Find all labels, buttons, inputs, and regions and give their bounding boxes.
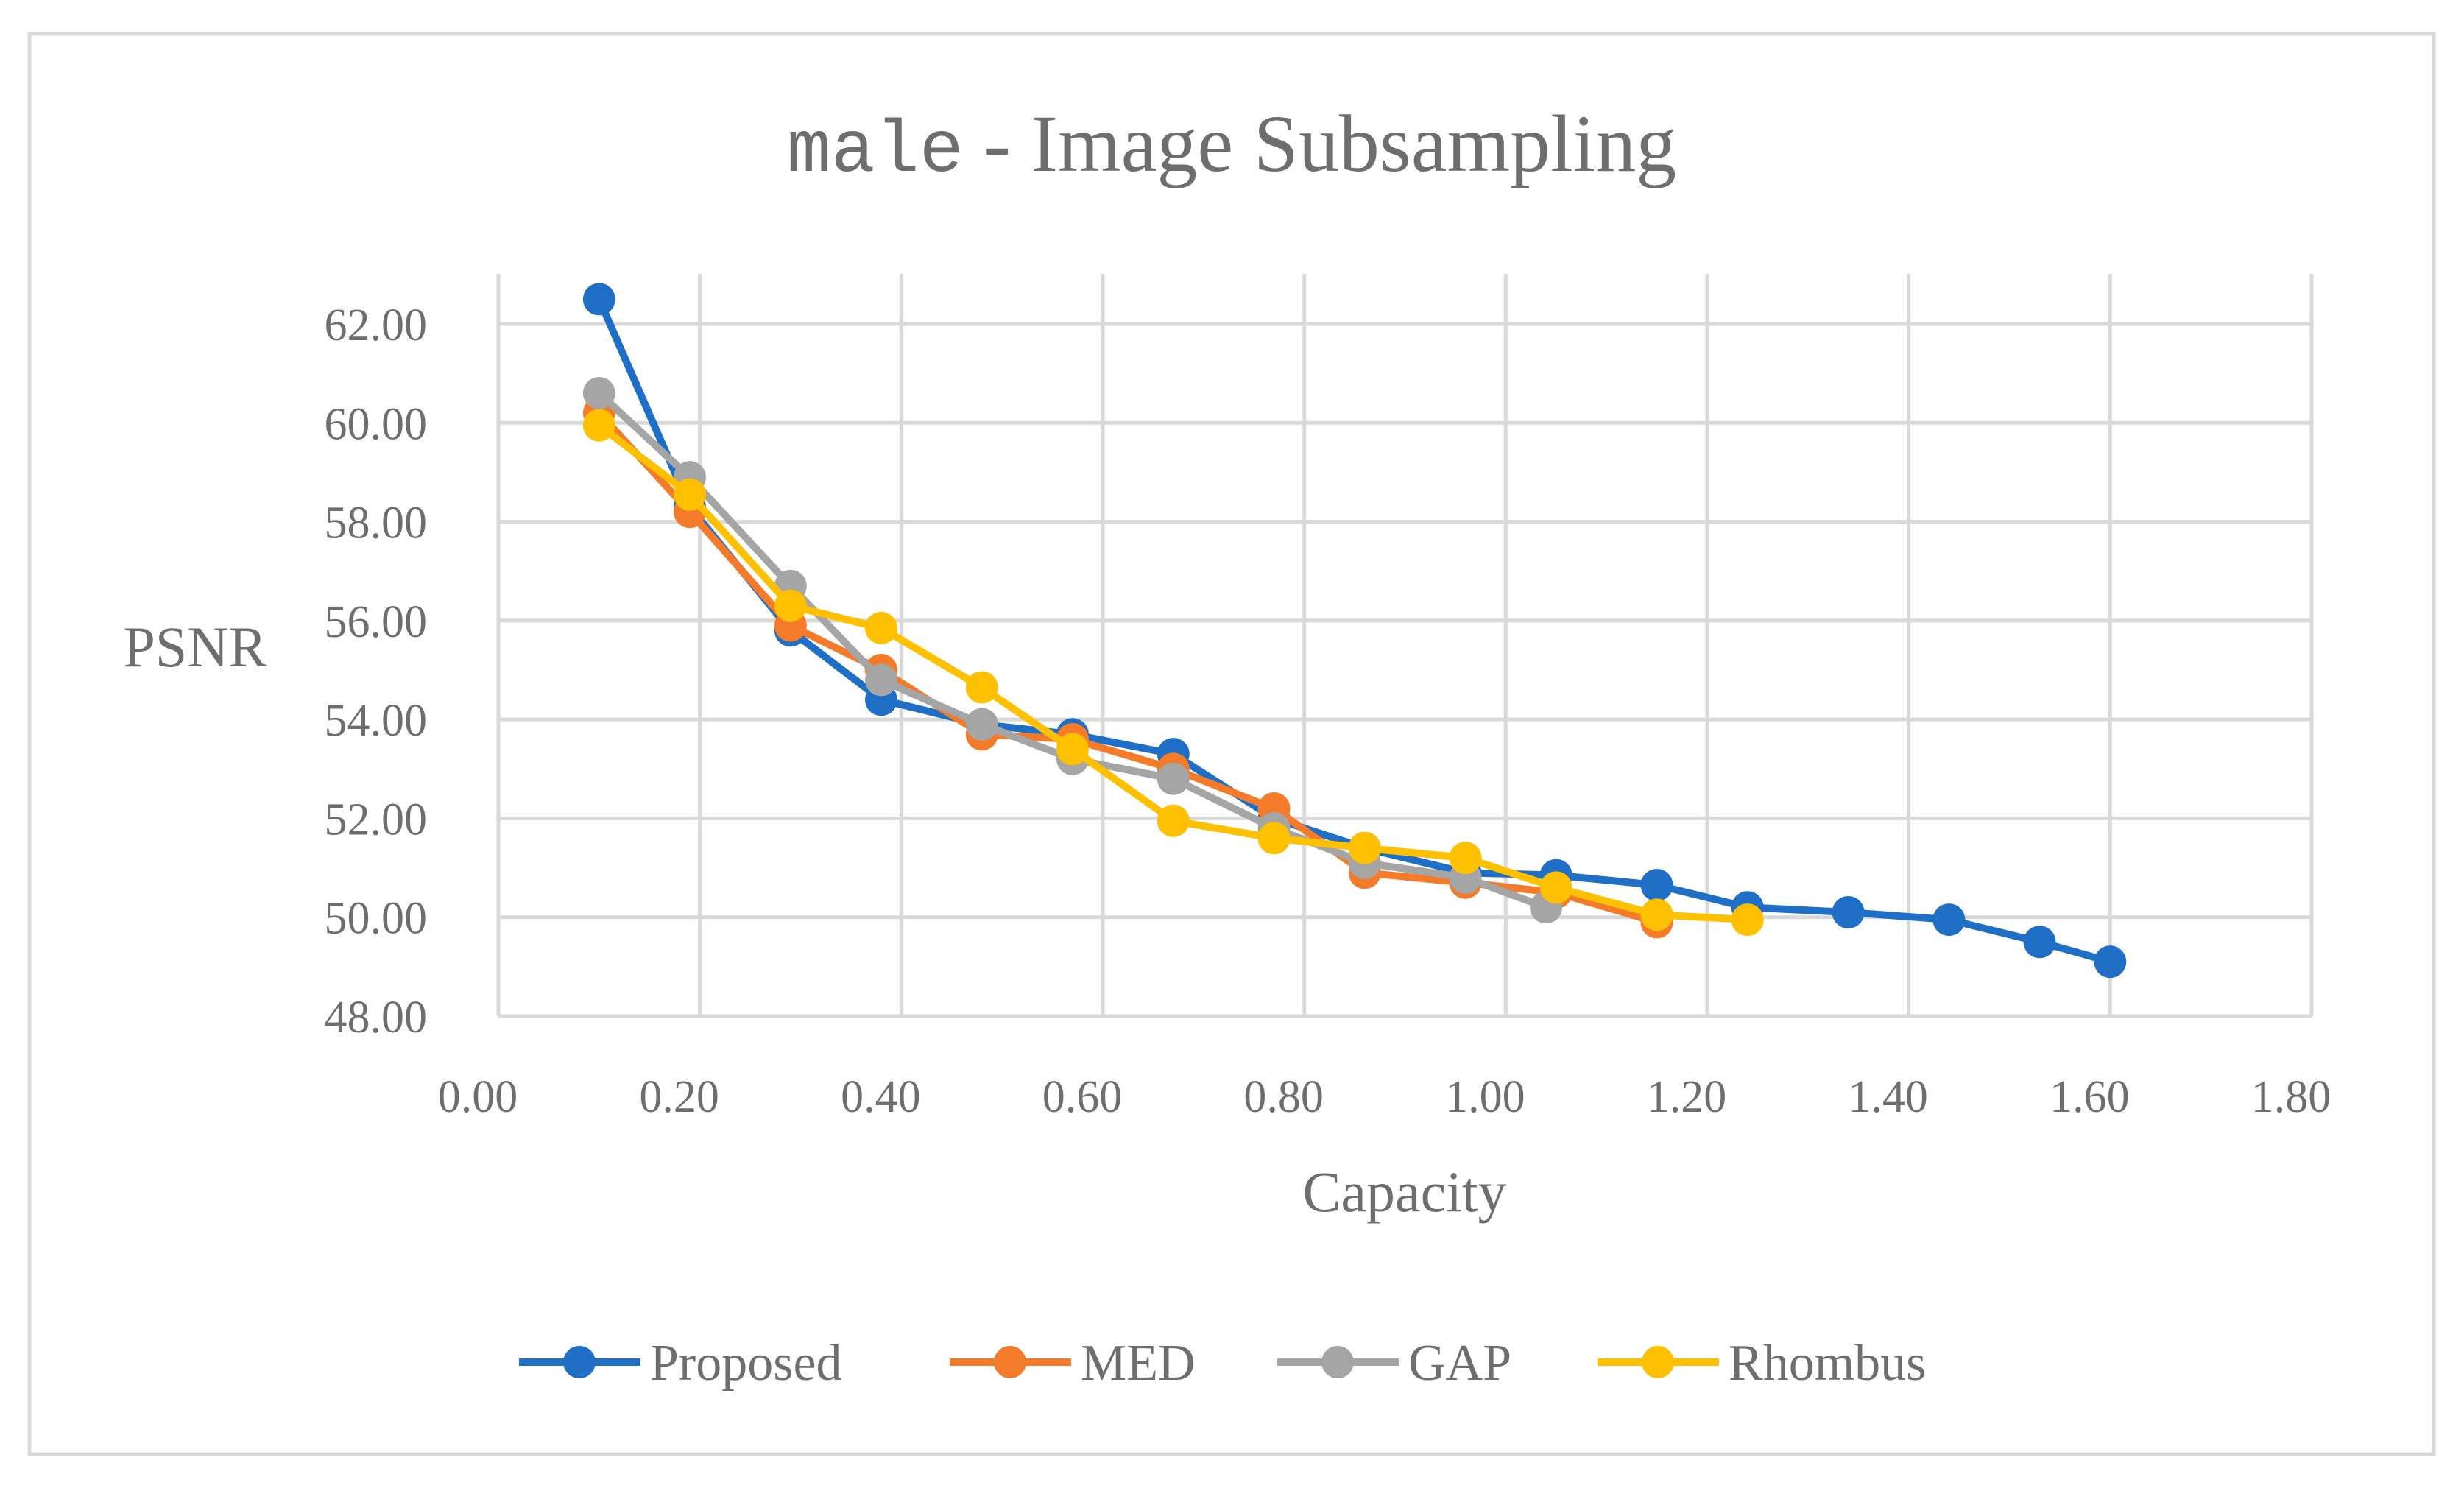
data-point: [1157, 804, 1190, 837]
y-tick-label: 58.00: [325, 498, 428, 549]
x-tick-label: 1.80: [2251, 1072, 2331, 1122]
series-rhombus: [582, 409, 1764, 937]
x-tick-label: 0.60: [1042, 1072, 1123, 1122]
data-point: [774, 589, 807, 622]
data-point: [1932, 903, 1966, 937]
data-point: [1449, 842, 1482, 875]
legend-marker: [1642, 1346, 1674, 1378]
y-axis-title: PSNR: [123, 615, 266, 679]
data-point: [1640, 869, 1673, 902]
chart-title-mono: male: [787, 110, 964, 194]
data-point: [864, 663, 897, 697]
data-point: [965, 671, 998, 704]
y-axis-ticks: 48.00 50.00 52.00 54.00 56.00 58.00 60.00 62.00: [325, 300, 428, 1043]
data-point: [1731, 903, 1764, 937]
legend-marker: [563, 1346, 596, 1378]
legend-label: Proposed: [650, 1335, 842, 1392]
data-point: [1348, 831, 1381, 864]
legend-label: Rhombus: [1729, 1335, 1926, 1392]
x-tick-label: 0.00: [438, 1072, 518, 1122]
y-tick-label: 54.00: [325, 696, 428, 746]
data-point: [2023, 926, 2056, 959]
y-tick-label: 62.00: [325, 300, 428, 350]
x-tick-label: 1.60: [2050, 1072, 2130, 1122]
x-tick-label: 1.00: [1445, 1072, 1525, 1122]
legend-marker: [1321, 1346, 1354, 1378]
chart-border: [27, 32, 2436, 1456]
series-layer: [582, 283, 2127, 979]
y-tick-label: 56.00: [325, 597, 428, 647]
y-tick-label: 60.00: [325, 399, 428, 449]
grid-horizontal: [498, 322, 2312, 1018]
data-point: [1832, 896, 1865, 928]
data-point: [1056, 733, 1089, 766]
legend: Proposed MED GAP Rhombus: [519, 1335, 1926, 1392]
legend-item-gap: GAP: [1277, 1335, 1511, 1392]
legend-label: GAP: [1408, 1335, 1511, 1392]
data-point: [864, 611, 897, 644]
data-point: [1640, 898, 1673, 931]
x-axis-ticks: 0.00 0.20 0.40 0.60 0.80 1.00 1.20 1.40 1.60 1.80: [438, 1072, 2331, 1122]
data-point: [582, 283, 615, 316]
data-point: [1539, 871, 1572, 904]
data-point: [1157, 762, 1190, 795]
legend-item-med: MED: [950, 1335, 1196, 1392]
data-point: [2094, 945, 2127, 979]
data-point: [582, 377, 615, 409]
x-tick-label: 0.80: [1243, 1072, 1324, 1122]
chart-title-rest: - Image Subsampling: [964, 99, 1676, 188]
legend-item-proposed: Proposed: [519, 1335, 842, 1392]
data-point: [673, 478, 706, 511]
x-tick-label: 1.40: [1848, 1072, 1928, 1122]
y-tick-label: 52.00: [325, 794, 428, 845]
y-tick-label: 48.00: [325, 993, 428, 1043]
data-point: [965, 708, 998, 741]
data-point: [582, 409, 615, 442]
x-tick-label: 0.20: [639, 1072, 719, 1122]
x-tick-label: 1.20: [1647, 1072, 1727, 1122]
legend-label: MED: [1081, 1335, 1196, 1392]
legend-item-rhombus: Rhombus: [1598, 1335, 1926, 1392]
data-point: [1257, 822, 1291, 855]
x-axis-title: Capacity: [1302, 1160, 1506, 1224]
y-tick-label: 50.00: [325, 894, 428, 944]
chart-title: male - Image Subsampling: [787, 99, 1677, 194]
x-tick-label: 0.40: [841, 1072, 921, 1122]
legend-marker: [994, 1346, 1026, 1378]
